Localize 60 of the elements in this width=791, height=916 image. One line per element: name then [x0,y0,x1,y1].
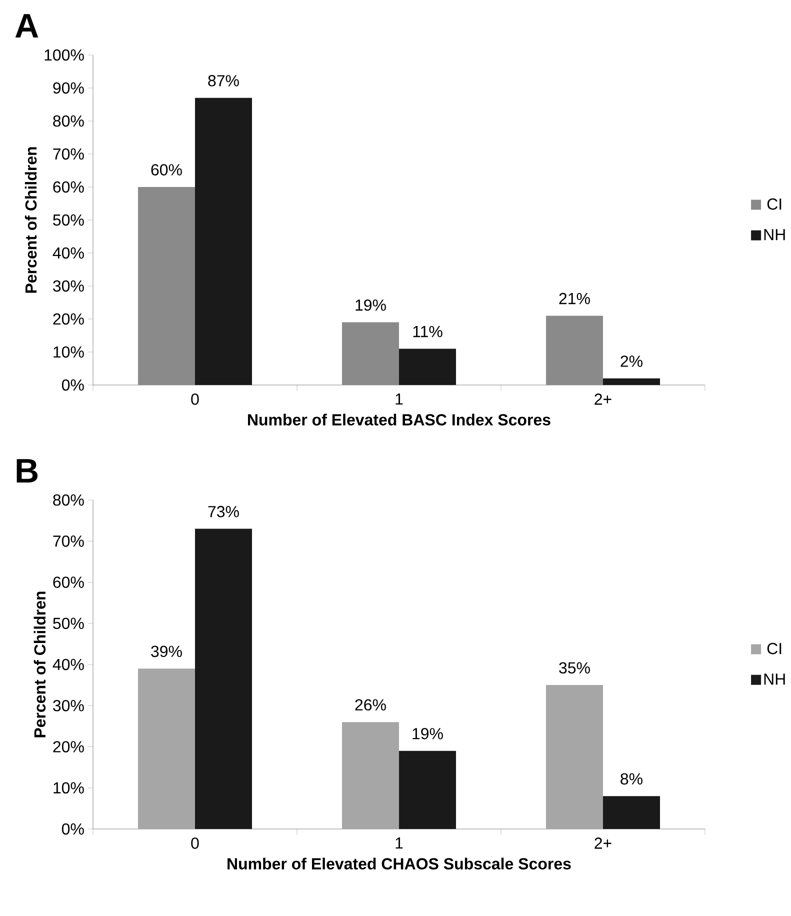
y-tick-label: 80% [53,115,84,127]
data-label: 11% [413,326,442,338]
y-tick-label: 90% [53,82,84,94]
data-label: 39% [151,646,182,658]
data-label: 21% [559,292,590,304]
y-tick-label: 30% [52,700,84,712]
data-label: 73% [208,506,239,518]
y-tick-label: 10% [54,782,84,794]
bar [342,322,399,385]
bar [398,348,456,385]
data-label: 60% [151,164,182,176]
data-label: 19% [412,728,443,740]
y-tick-label: 0% [62,379,84,391]
x-axis-title: Number of Elevated CHAOS Subscale Scores [228,858,571,870]
bar [546,316,603,385]
x-tick-label: 0 [191,838,199,849]
bar [138,187,195,385]
legend-label: CI [767,198,782,210]
legend-label: NH [764,674,785,685]
legend-label: CI [767,642,782,654]
x-tick-label: 2+ [594,394,612,405]
y-tick-label: 30% [52,280,84,292]
data-label: 8% [620,773,642,785]
x-axis-title: Number of Elevated BASC Index Scores [248,414,550,426]
y-axis-title: Percent of Children [24,147,37,293]
bar [138,668,195,829]
y-tick-label: 0% [62,823,84,835]
legend-label: NH [764,229,785,240]
y-tick-label: 40% [52,658,84,670]
y-tick-label: 100% [44,49,84,61]
y-axis-title: Percent of Children [34,592,46,738]
y-tick-label: 60% [53,576,84,588]
data-label: 26% [355,699,386,711]
bar [602,796,660,829]
y-tick-label: 40% [52,247,84,259]
x-tick-label: 2+ [594,838,612,849]
bar [342,722,399,829]
bar [194,98,252,385]
x-tick-label: 0 [191,394,199,405]
data-label: 19% [356,299,386,311]
y-tick-label: 70% [53,535,84,547]
data-label: 2% [620,356,642,367]
chart-title: A [15,14,38,38]
bar [398,750,456,829]
data-label: 35% [559,662,590,674]
bar [546,685,603,829]
chart-title: B [16,459,38,482]
y-tick-label: 50% [53,618,84,630]
y-tick-label: 20% [53,313,84,325]
data-label: 87% [208,75,239,86]
x-tick-label: 1 [396,394,403,405]
y-tick-label: 60% [53,181,84,193]
bar [602,378,660,385]
y-tick-label: 80% [53,494,84,506]
y-tick-label: 10% [54,346,84,358]
x-tick-label: 1 [396,838,403,849]
bar [194,528,252,829]
y-tick-label: 50% [53,214,84,226]
y-tick-label: 70% [53,148,84,160]
y-tick-label: 20% [53,741,84,752]
